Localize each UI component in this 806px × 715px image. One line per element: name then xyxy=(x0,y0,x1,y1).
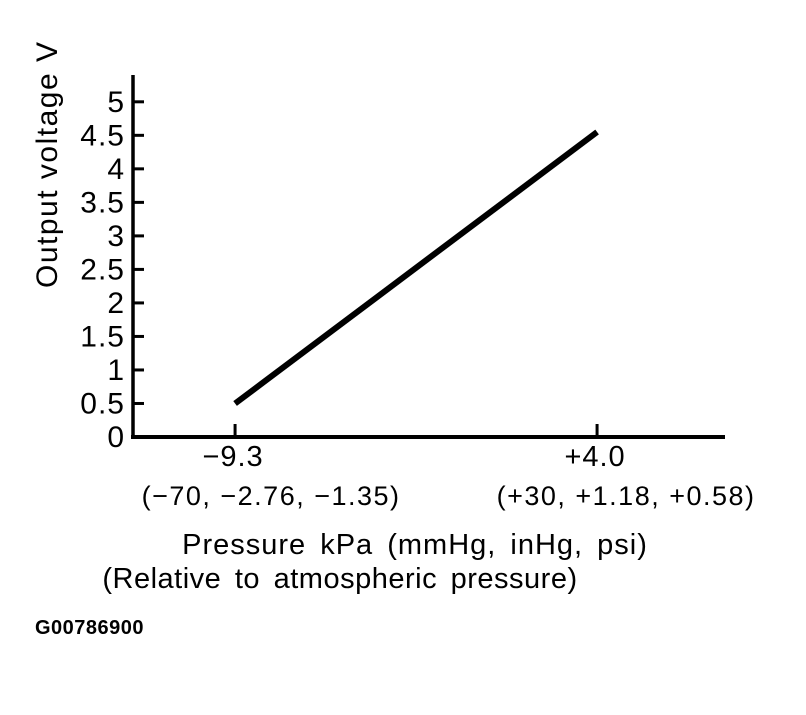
y-tick-label: 4.5 xyxy=(80,119,125,152)
y-tick-label: 1.5 xyxy=(80,320,125,353)
x-tick-label: −9.3 xyxy=(202,441,263,473)
x-tick-sublabel: (−70, −2.76, −1.35) xyxy=(142,481,401,511)
y-tick-label: 3 xyxy=(107,220,125,253)
x-axis-title: Pressure kPa (mmHg, inHg, psi) xyxy=(182,529,648,561)
y-tick-label: 3.5 xyxy=(80,186,125,219)
y-tick-label: 4 xyxy=(107,153,125,186)
y-tick-label: 1 xyxy=(107,354,125,387)
x-tick-label: +4.0 xyxy=(564,441,625,473)
x-tick-sublabel: (+30, +1.18, +0.58) xyxy=(497,481,756,511)
figure-id: G00786900 xyxy=(35,617,145,639)
data-line xyxy=(233,129,599,406)
y-tick-label: 2.5 xyxy=(80,253,125,286)
y-tick-label: 2 xyxy=(107,287,125,320)
y-tick-label: 0 xyxy=(107,421,125,454)
x-axis-subtitle: (Relative to atmospheric pressure) xyxy=(102,563,578,595)
y-tick-label: 5 xyxy=(107,86,125,119)
y-tick-label: 0.5 xyxy=(80,387,125,420)
